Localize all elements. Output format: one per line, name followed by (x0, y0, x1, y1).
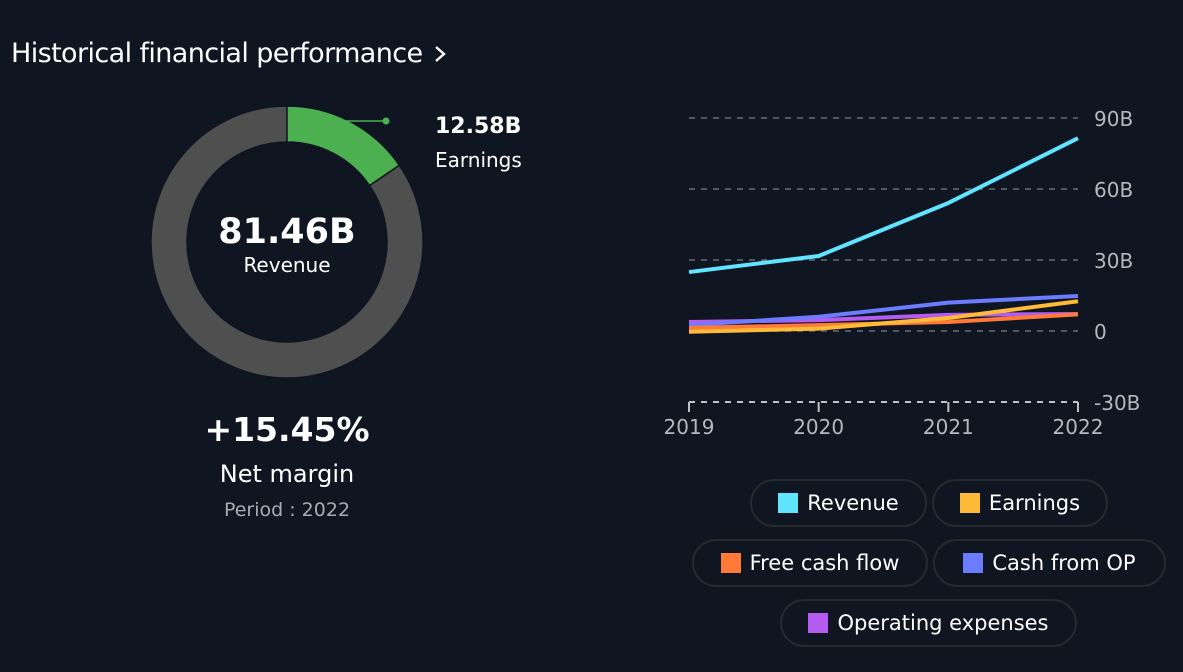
section-title-link[interactable]: Historical financial performance (11, 38, 447, 69)
legend-label: Cash from OP (992, 551, 1136, 575)
legend-item-operating-expenses[interactable]: Operating expenses (780, 599, 1077, 647)
net-margin-label: Net margin (219, 460, 355, 488)
x-tick-label: 2019 (664, 415, 715, 439)
y-tick-label: 30B (1094, 249, 1133, 273)
legend-swatch (808, 613, 829, 633)
x-tick-label: 2022 (1053, 415, 1104, 439)
chart-grid (689, 117, 1078, 403)
legend-item-free-cash-flow[interactable]: Free cash flow (692, 539, 928, 587)
donut-earnings-slice (286, 105, 401, 187)
y-tick-label: 60B (1094, 178, 1133, 202)
y-tick-label: -30B (1094, 391, 1140, 415)
net-margin-value: +15.45% (204, 410, 370, 449)
legend-label: Free cash flow (749, 551, 900, 575)
legend-label: Earnings (988, 491, 1081, 515)
x-tick-label: 2021 (923, 415, 974, 439)
donut-slice-value: 12.58B (435, 114, 521, 139)
legend-swatch (778, 493, 799, 513)
legend-swatch (963, 553, 984, 573)
legend-item-cash-from-op[interactable]: Cash from OP (933, 539, 1166, 587)
y-axis-labels: -30B 0 30B 60B 90B (1094, 107, 1140, 415)
x-axis: 2019 2020 2021 2022 (664, 402, 1104, 439)
legend-label: Revenue (807, 491, 899, 515)
donut-center-label: Revenue (243, 253, 330, 277)
period-label: Period : 2022 (223, 499, 351, 521)
y-tick-label: 0 (1094, 320, 1107, 344)
donut-center-value: 81.46B (218, 212, 355, 252)
x-tick-label: 2020 (793, 415, 844, 439)
legend-label: Operating expenses (837, 611, 1049, 635)
donut-slice-label: Earnings (435, 148, 522, 172)
series-line-earnings (688, 299, 1079, 334)
legend-item-revenue[interactable]: Revenue (750, 479, 927, 527)
legend-item-earnings[interactable]: Earnings (932, 479, 1108, 527)
y-tick-label: 90B (1094, 107, 1133, 131)
legend-swatch (959, 493, 980, 513)
section-title: Historical financial performance (11, 38, 423, 69)
donut-rest-slice (150, 105, 424, 379)
series-line-cash-from-op (688, 293, 1079, 328)
donut-chart (150, 105, 424, 379)
donut-leader-dot (382, 117, 390, 125)
series-line-revenue (688, 136, 1079, 275)
chevron-right-icon (434, 45, 446, 62)
chart-lines (688, 136, 1079, 334)
legend-swatch (720, 553, 741, 573)
